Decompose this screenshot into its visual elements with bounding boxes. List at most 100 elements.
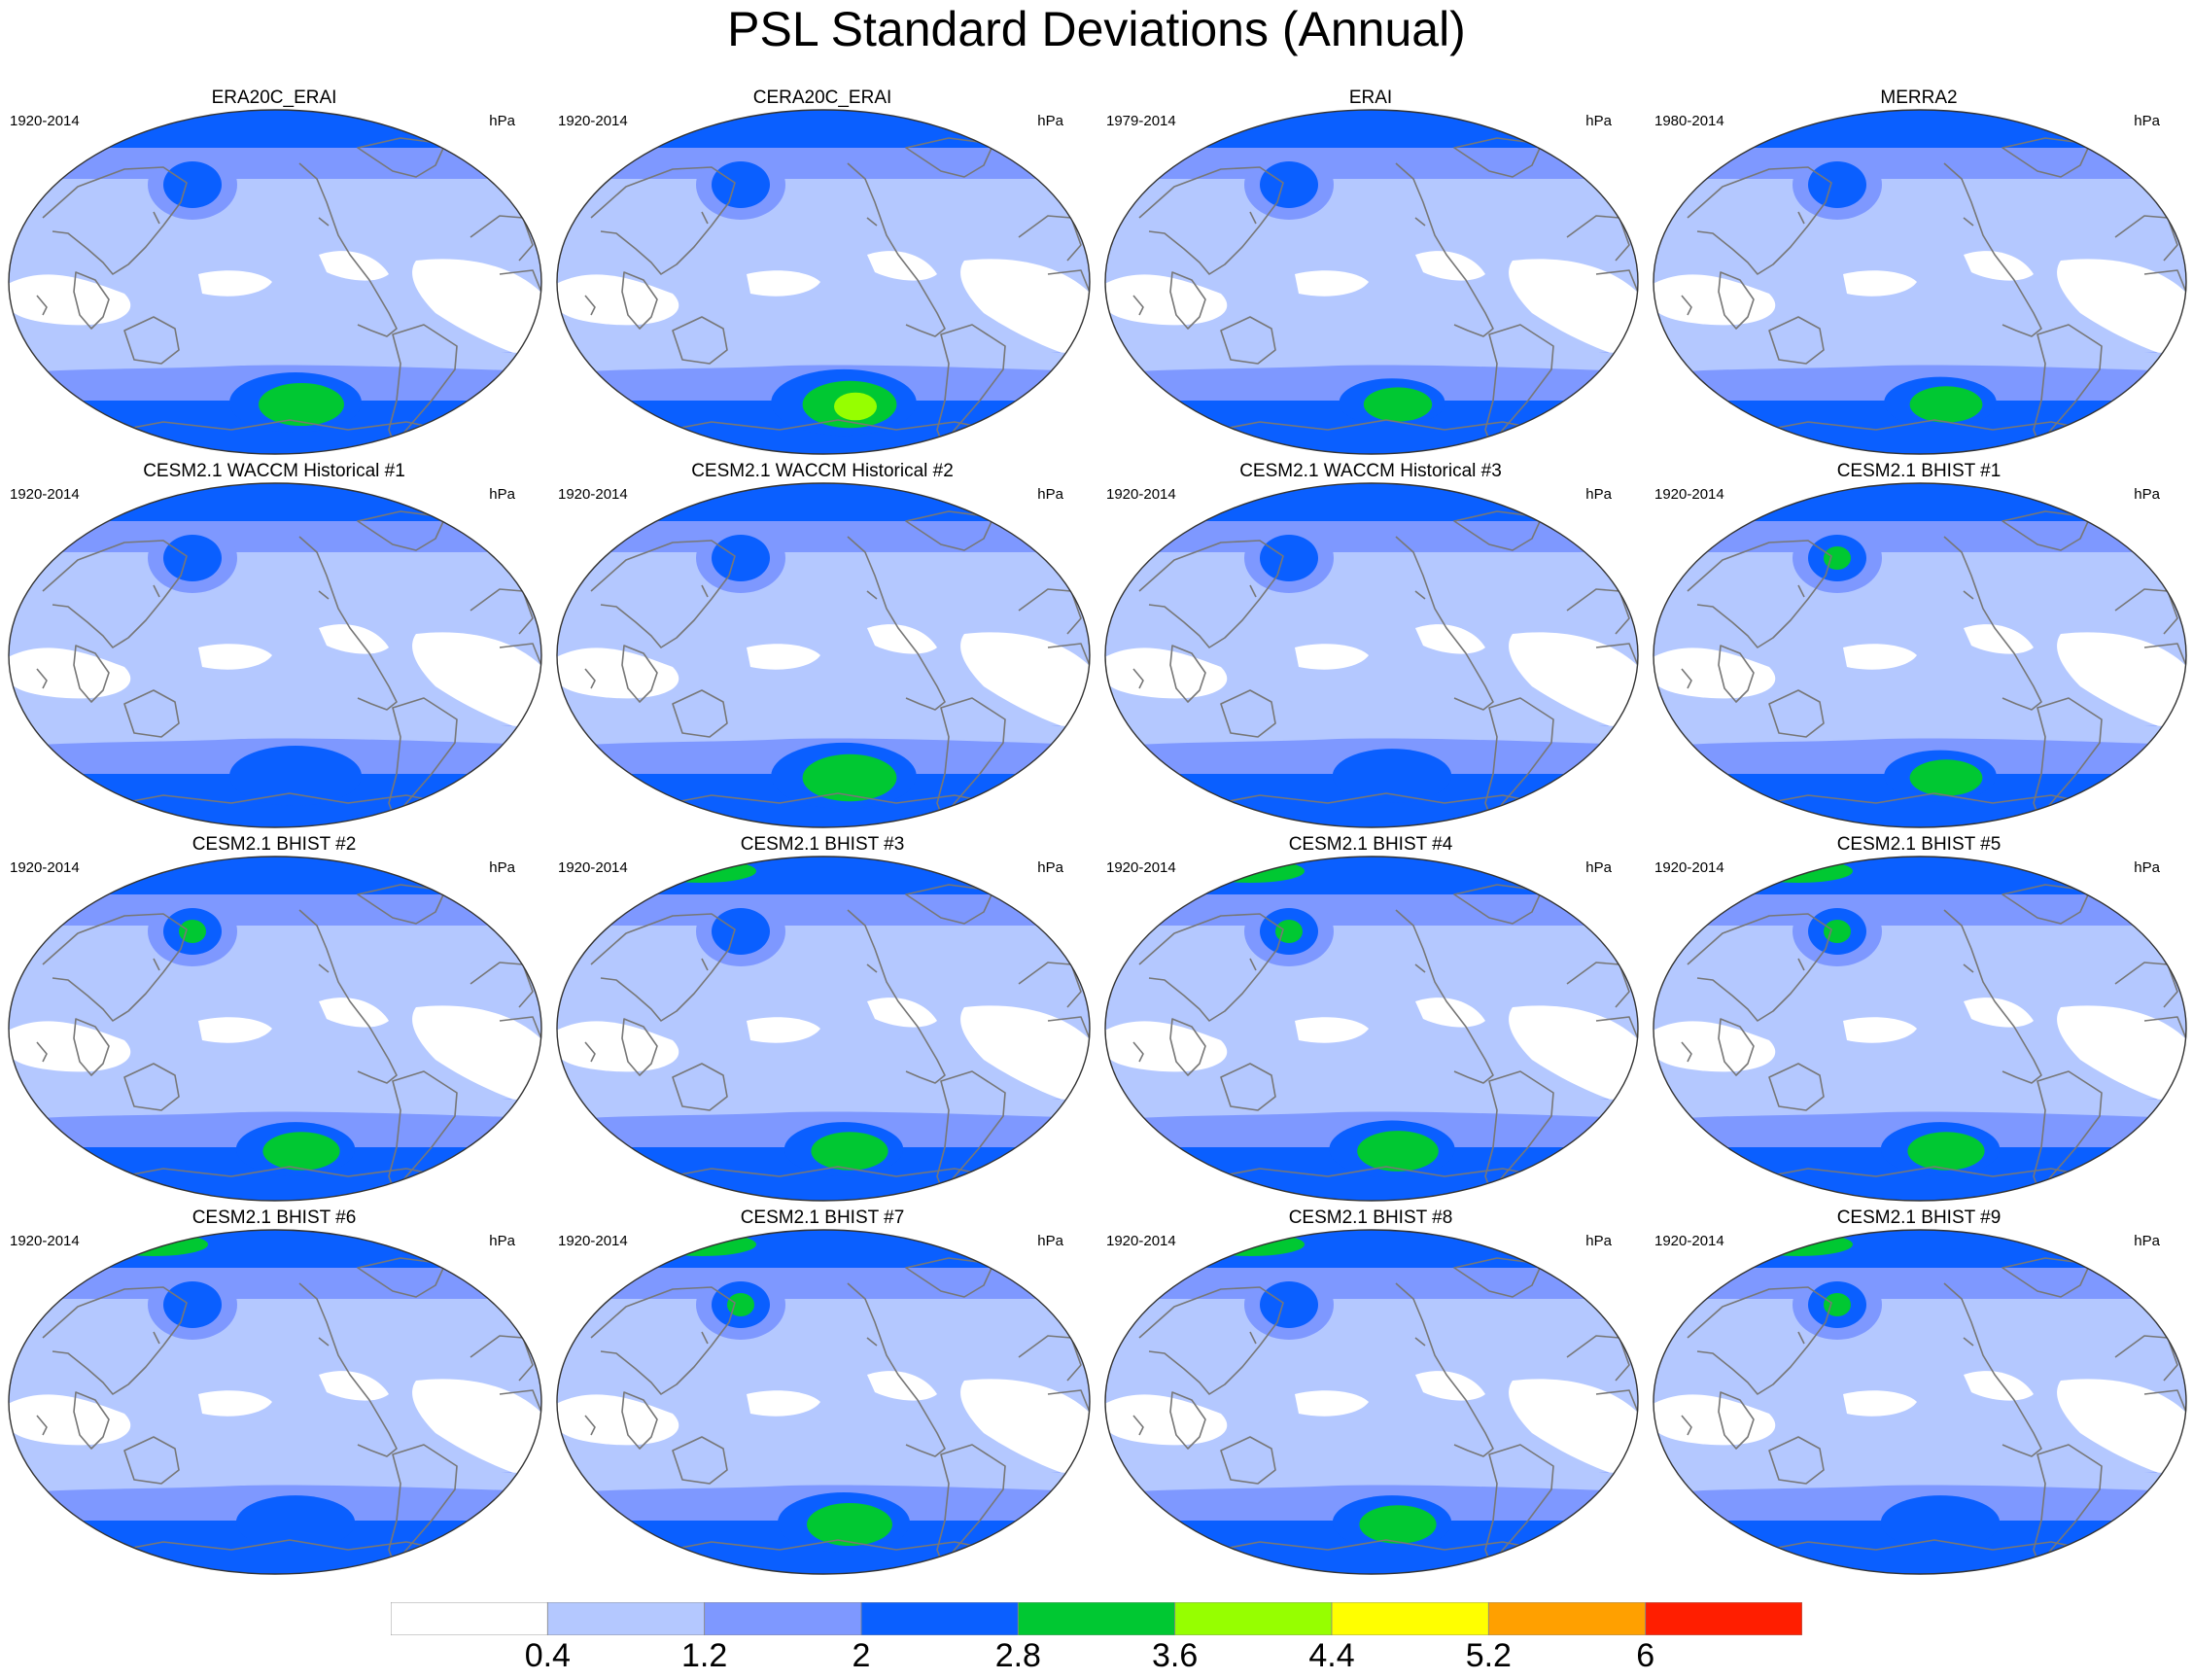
coastline [36,1041,48,1063]
coastline [2033,697,2103,820]
coastline [621,1391,658,1450]
map-plot [556,856,1091,1202]
coastline [2033,1444,2103,1566]
coastline [584,668,596,689]
contour-region-low [747,1017,820,1043]
contour-region-low [198,270,272,297]
contour-max-arctic [647,1233,756,1256]
contour-band [9,1299,541,1355]
contour-band [557,521,1090,552]
colorbar-swatch [704,1602,862,1635]
contour-band [1653,483,2186,521]
contour-region-low [1964,998,2034,1028]
contour-max-aleutian [163,161,222,208]
coastline [1132,1415,1144,1436]
contour-band [557,552,1090,609]
contour-band [1105,1268,1638,1299]
map-border [1653,482,2187,828]
contour-region-low [412,632,541,735]
panel-units: hPa [1037,113,1063,129]
coastline [648,419,1014,435]
contour-region-low [2057,1379,2186,1482]
coastline [1453,884,1543,925]
contour-max-southern-ocean [259,383,344,426]
contour-region-low [2057,1005,2186,1108]
map-plot [8,109,542,455]
coastline [1414,1337,1426,1347]
map-plot [8,856,542,1202]
contour-band [557,1299,1090,1355]
coastline [388,324,458,446]
coastline [1745,1539,2110,1555]
panel-period: 1920-2014 [1654,859,1724,876]
map-plot [1104,856,1639,1202]
coastline [648,792,1014,808]
contour-band [1105,483,1638,521]
contour-max-southern-ocean [802,753,897,802]
coastline [936,1070,1006,1193]
panel-period: 1920-2014 [1106,486,1176,503]
contour-band [1105,926,1638,982]
contour-region-low [319,1371,389,1401]
coastline [153,958,160,971]
contour-region-low [1509,1005,1638,1108]
panel-title: CESM2.1 BHIST #5 [1836,834,2002,855]
panel-title: CESM2.1 BHIST #8 [1288,1208,1453,1228]
coastline [1132,295,1144,316]
coastline [584,1415,596,1436]
coastline [936,697,1006,820]
coastline [1197,792,1562,808]
map-plot [1653,1229,2187,1575]
coastline [123,1436,180,1485]
contour-max-aleutian [1260,1281,1318,1328]
coastline [100,1166,466,1181]
map-panel: ERAI 1979-2014 hPa [1096,86,1645,460]
map-border [1653,1229,2187,1575]
contour-region-low [1295,1390,1369,1417]
coastline [1169,645,1206,703]
coastline [388,1444,458,1566]
coastline [672,689,728,738]
coastline [36,668,48,689]
contour-max-arctic [1744,1233,1853,1256]
contour-band [9,1268,541,1299]
coastline [1220,689,1276,738]
coastline [847,1282,946,1457]
contour-max-southern-ocean [1363,387,1433,422]
coastline [1681,1041,1692,1063]
coastline [672,1436,728,1485]
contour-region-low [867,251,937,281]
contour-band [9,338,541,373]
contour-region-low [747,1390,820,1417]
contour-band [557,1085,1090,1120]
coastline [1797,1331,1805,1345]
panel-title: CERA20C_ERAI [752,88,892,108]
coastline [36,295,48,316]
coastline [1963,1337,1974,1347]
coastline [1138,913,1284,1022]
coastline [1169,1018,1206,1076]
coastline [73,271,110,330]
contour-band [1105,1299,1638,1355]
contour-band [557,926,1090,982]
coastline [701,958,709,971]
coastline [1963,217,1974,227]
contour-max-aleutian [1260,535,1318,581]
contour-band [1653,521,2186,552]
coastline [1249,211,1257,225]
panel-units: hPa [1037,486,1063,503]
coastline [590,1286,736,1395]
contour-max-southern-ocean [1909,386,1983,423]
map-plot [1653,109,2187,455]
coastline [1687,166,1832,275]
contour-band [9,148,541,179]
contour-region-low [1843,1390,1917,1417]
contour-band [1653,1299,2186,1355]
panel-period: 1920-2014 [558,1233,628,1249]
map-plot [1653,482,2187,828]
contour-max-aleutian [1824,1293,1851,1316]
coastline [1797,584,1805,598]
contour-region-low [1843,644,1917,670]
contour-max-aleutian [727,1293,754,1316]
contour-band [557,338,1090,373]
